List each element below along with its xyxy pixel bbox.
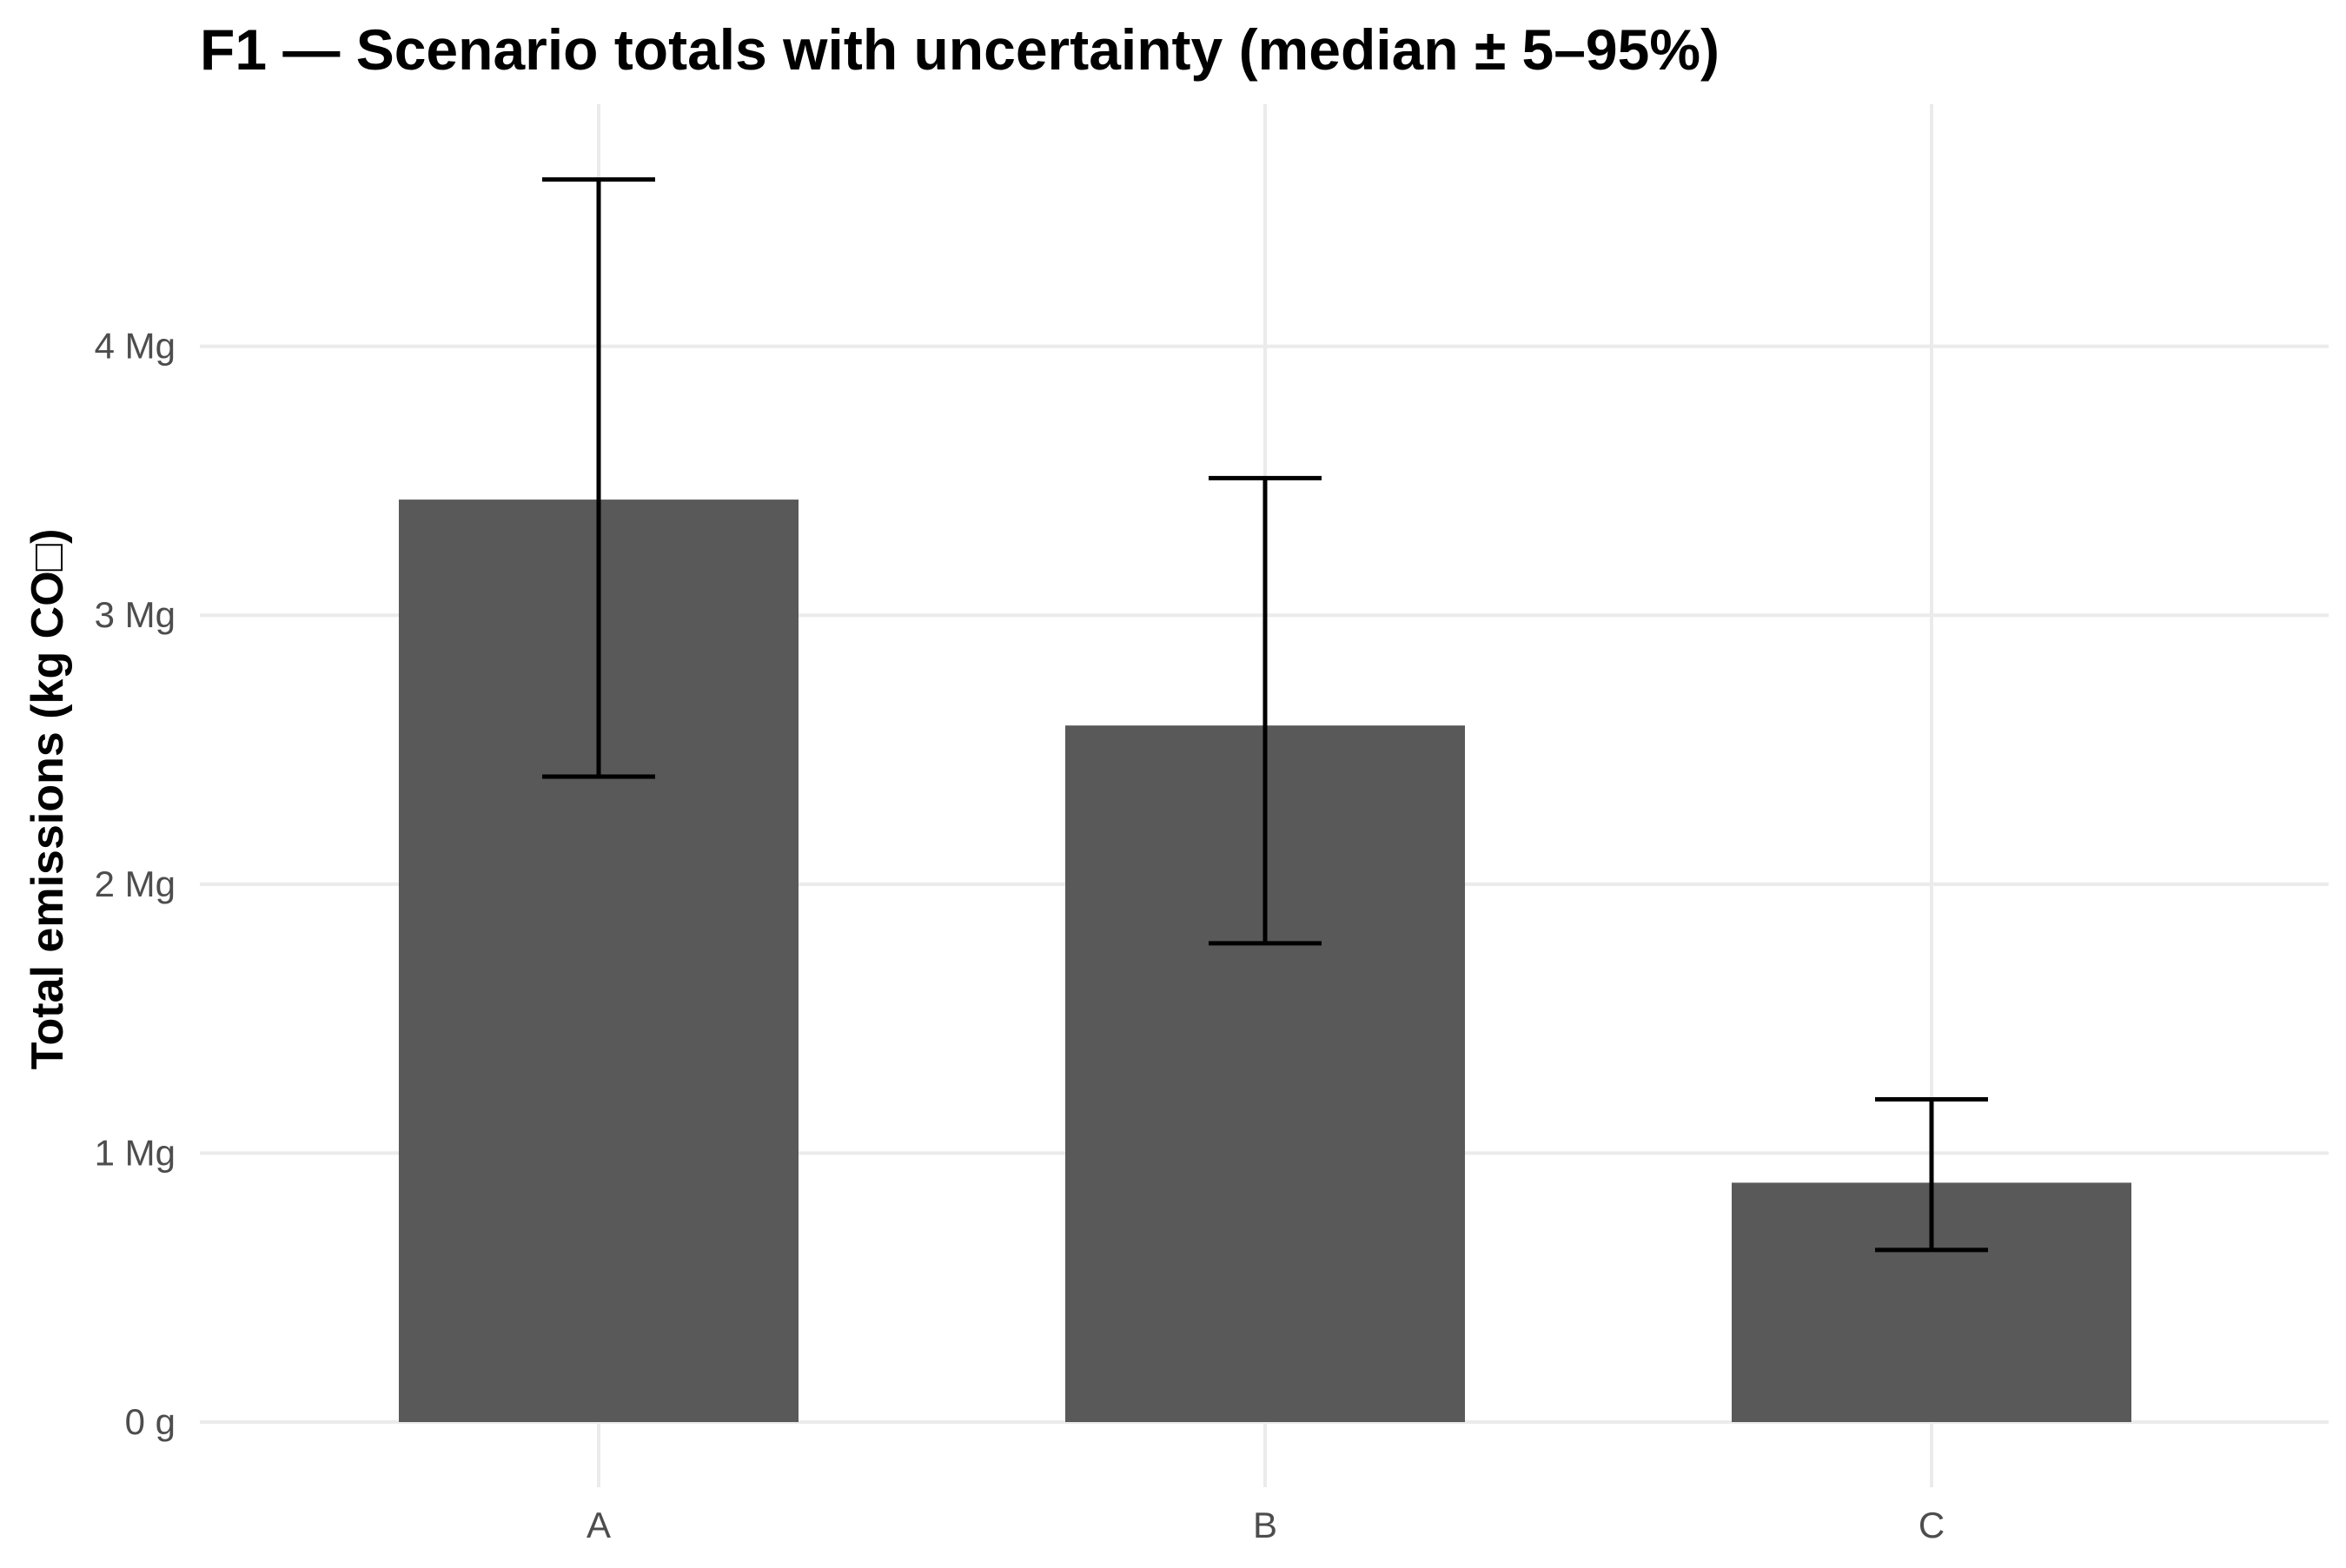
x-tick-label: B xyxy=(1253,1505,1277,1545)
error-bars xyxy=(542,177,1988,1253)
error-bar-C xyxy=(1875,1096,1988,1253)
y-tick-label: 3 Mg xyxy=(95,594,176,635)
y-tick-label: 0 g xyxy=(125,1401,176,1442)
error-bar-B xyxy=(1209,475,1322,946)
x-tick-label: A xyxy=(586,1505,611,1545)
error-bar-A xyxy=(542,177,655,779)
y-tick-label: 4 Mg xyxy=(95,326,176,367)
x-tick-label: C xyxy=(1919,1505,1945,1545)
bars xyxy=(399,500,2131,1422)
y-axis-title: Total emissions (kg CO□) xyxy=(23,529,73,1070)
y-tick-label: 1 Mg xyxy=(95,1132,176,1173)
y-axis-ticks: 0 g 1 Mg 2 Mg 3 Mg 4 Mg xyxy=(95,326,176,1442)
x-axis-ticks: A B C xyxy=(586,1505,1945,1545)
chart-title: F1 — Scenario totals with uncertainty (m… xyxy=(200,17,1720,82)
y-tick-label: 2 Mg xyxy=(95,863,176,904)
